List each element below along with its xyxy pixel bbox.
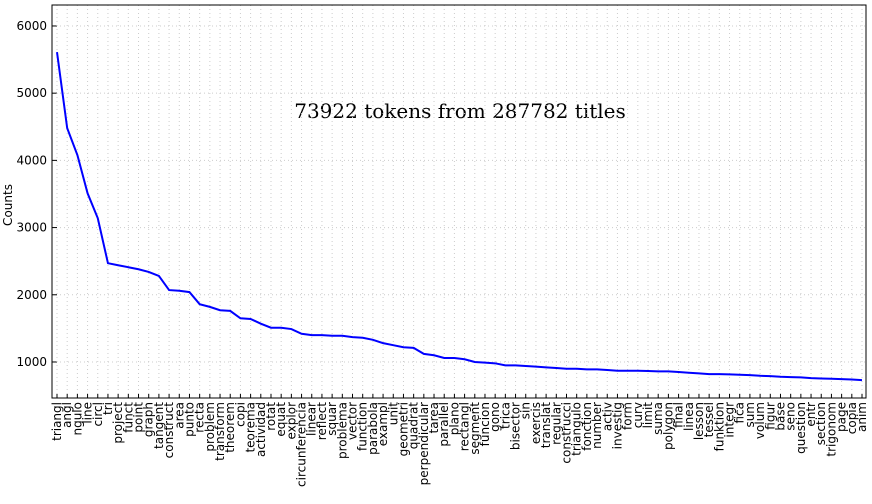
x-tick-label: polygon [661,402,675,450]
x-tick-label: area [172,402,186,429]
x-tick-label: exercis [529,402,543,444]
y-tick-label: 3000 [16,221,47,235]
x-tick-label: translat [539,402,553,449]
x-tick-label: regular [549,402,563,445]
x-tick-label: sum [743,402,757,428]
x-tick-label: circl [91,402,105,427]
y-tick-label: 4000 [16,153,47,167]
x-tick-label: equat [274,402,288,437]
x-tick-label: triangulo [570,402,584,456]
x-tick-label: linear [305,402,319,436]
x-tick-label: tessel [702,402,716,437]
x-tick-label: base [773,402,787,431]
data-line [56,52,863,382]
x-tick-label: theorem [223,402,237,453]
x-tick-label: teorema [244,402,258,453]
x-tick-label: construcci [559,402,573,464]
x-tick-label: page [835,402,849,432]
x-tick-label: line [81,402,95,424]
x-tick-label: number [590,402,604,449]
plot-frame [51,4,867,399]
x-tick-label: trigonom [824,402,838,457]
x-tick-label: funct [121,402,135,433]
x-tick-label: question [794,402,808,454]
x-tick-label: reflect [315,402,329,441]
x-tick-label: point [132,402,146,433]
y-tick-label: 6000 [16,19,47,33]
x-tick-label: exampl [376,402,390,446]
x-tick-label: problem [203,402,217,452]
x-tick-label: copi [233,402,247,427]
x-tick-label: transform [213,402,227,461]
x-tick-label: trica [498,402,512,429]
x-tick-label: volum [753,402,767,439]
x-tick-label: graph [142,402,156,437]
x-tick-label: investig [610,402,624,449]
x-tick-label: activ [600,402,614,431]
x-tick-label: sin [519,402,533,419]
x-tick-label: suma [651,402,665,435]
x-tick-label: tangent [152,402,166,449]
x-tick-label: circunferencia [295,402,309,487]
x-tick-label: geometri [396,402,410,456]
x-tick-label: seno [784,402,798,431]
x-tick-label: anim [855,402,869,432]
y-tick-label: 5000 [16,86,47,100]
x-tick-label: integr [723,402,737,438]
x-tick-label: gono [488,402,502,432]
x-tick-label: unit [386,402,400,426]
x-tick-label: triangl [50,402,64,441]
x-tick-label: funktion [712,402,726,451]
x-tick-label: lesson [692,402,706,440]
y-tick-label: 1000 [16,355,47,369]
x-tick-label: tarea [427,402,441,433]
x-tick-label: actividad [254,402,268,457]
y-axis-label: Counts [1,184,15,226]
x-tick-label: project [111,402,125,444]
x-tick-label: tri [101,402,115,415]
x-tick-label: explor [284,402,298,440]
x-tick-label: limit [641,402,655,429]
x-tick-label: entr [804,402,818,427]
x-tick-label: segment [468,402,482,455]
x-tick-label: curv [631,402,645,428]
x-tick-label: fica [733,402,747,424]
x-tick-label: problema [335,402,349,459]
x-tick-label: final [672,402,686,428]
x-tick-label: linea [682,402,696,431]
annotation: 73922 tokens from 287782 titles [294,99,626,123]
x-tick-label: plano [447,402,461,435]
x-tick-label: perpendicular [417,402,431,485]
x-tick-label: squar [325,402,339,436]
x-tick-label: angl [60,402,74,428]
x-tick-label: rectangl [458,402,472,451]
x-tick-label: funcion [478,402,492,446]
x-tick-label: rotat [264,402,278,431]
x-tick-label: section [814,402,828,445]
x-tick-label: function [356,402,370,451]
x-tick-label: ngulo [70,402,84,436]
x-tick-label: bisector [509,402,523,450]
x-tick-label: parabola [366,402,380,455]
x-tick-label: quadrat [407,402,421,449]
x-tick-label: fonction [580,402,594,451]
x-tick-label: parallel [437,402,451,447]
x-tick-label: form [621,402,635,430]
x-tick-label: copia [845,402,859,434]
y-tick-label: 2000 [16,288,47,302]
x-tick-label: punto [182,402,196,437]
x-tick-label: recta [193,402,207,433]
x-tick-label: construct [162,402,176,459]
x-tick-label: figur [763,402,777,430]
x-tick-label: vector [346,402,360,440]
